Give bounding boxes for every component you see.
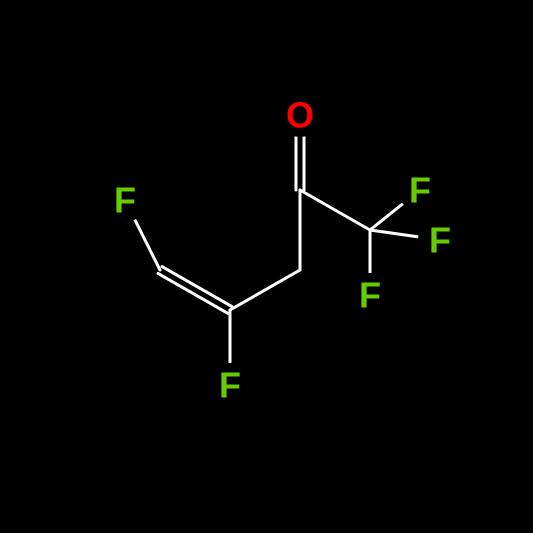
- bond: [158, 273, 228, 313]
- bond: [135, 220, 160, 270]
- atoms-group: OFFFFF: [103, 93, 462, 407]
- atom-label-f: F: [359, 275, 381, 316]
- atom-label-o: O: [286, 95, 314, 136]
- bonds-group: [135, 137, 418, 363]
- atom-label-f: F: [429, 220, 451, 261]
- bond: [230, 270, 300, 310]
- atom-label-f: F: [409, 170, 431, 211]
- atom-label-f: F: [114, 180, 136, 221]
- molecule-diagram: OFFFFF: [0, 0, 533, 533]
- bond: [370, 204, 403, 230]
- bond: [162, 267, 232, 307]
- bond: [300, 190, 370, 230]
- atom-label-f: F: [219, 365, 241, 406]
- bond: [370, 230, 418, 237]
